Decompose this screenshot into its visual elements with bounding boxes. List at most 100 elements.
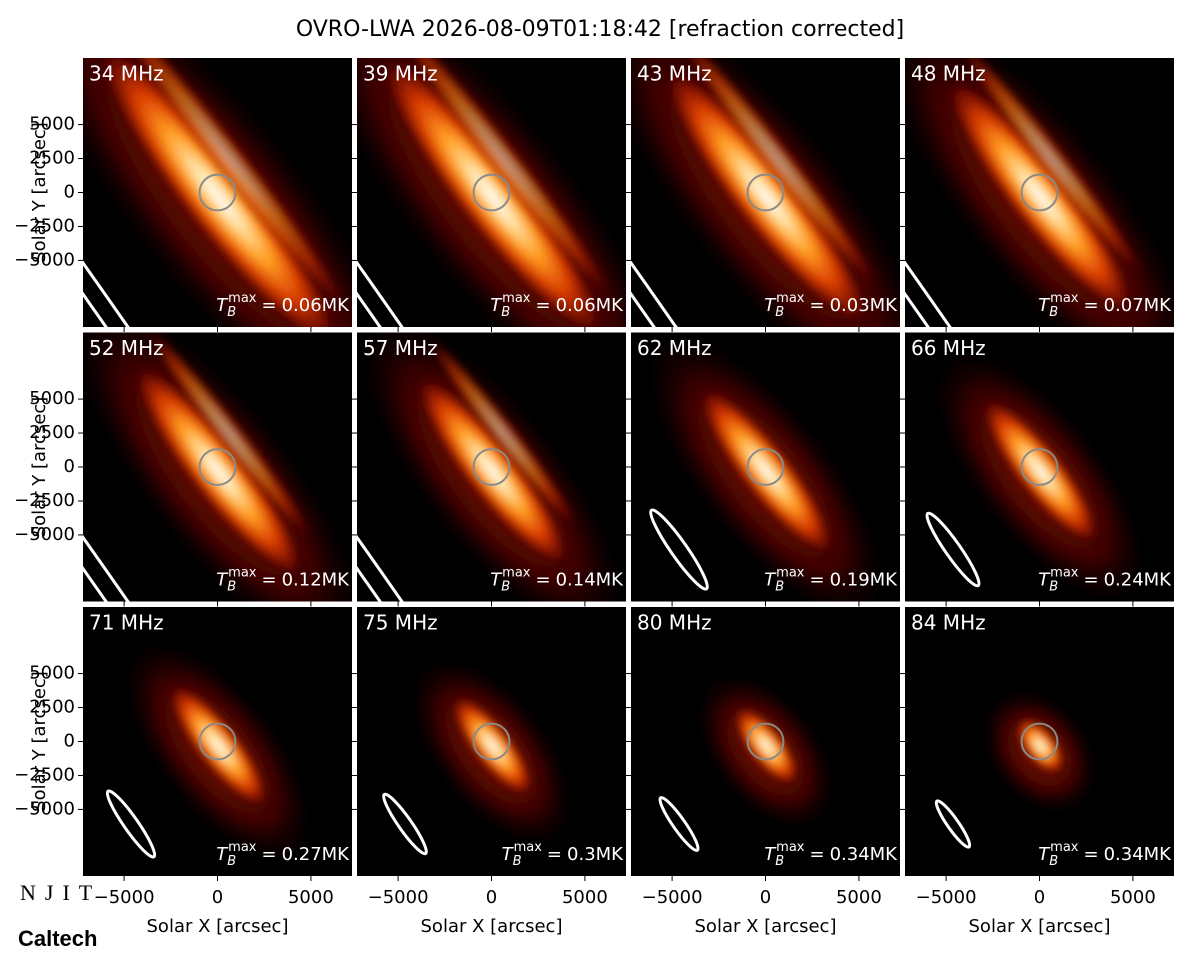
tb-unit: MK — [322, 570, 351, 591]
tb-equals: = — [1083, 844, 1098, 865]
y-tick-label: −2500 — [14, 215, 75, 236]
tb-symbol: T — [764, 295, 777, 316]
tb-max-label: TBmax = 0.19MK — [764, 565, 898, 594]
emission — [732, 704, 801, 787]
emission-streak — [671, 58, 883, 293]
y-tick-label: 5000 — [29, 663, 75, 684]
tb-subscript: B — [775, 305, 784, 320]
beam — [83, 92, 254, 327]
y-tick-label: 2500 — [29, 697, 75, 718]
frequency-label: 84 MHz — [911, 611, 986, 635]
panel — [105, 634, 318, 869]
solar-disk — [472, 722, 511, 761]
tb-max-label: TBmax = 0.06MK — [490, 291, 624, 320]
y-tick-label: 5000 — [29, 388, 75, 409]
tb-superscript: max — [502, 291, 531, 306]
logo-caltech: Caltech — [18, 926, 97, 951]
tb-symbol: T — [490, 295, 503, 316]
tb-max-label: TBmax = 0.12MK — [216, 565, 350, 594]
panel — [83, 332, 352, 602]
x-tick-label: 0 — [1034, 887, 1045, 908]
tb-equals: = — [1083, 295, 1098, 316]
solar-disk — [198, 722, 237, 761]
y-tick-label: 5000 — [29, 114, 75, 135]
tb-symbol: T — [1038, 570, 1051, 591]
y-tick-label: −5000 — [14, 798, 75, 819]
tb-max-label: TBmax = 0.03MK — [764, 291, 898, 320]
tb-symbol: T — [490, 570, 503, 591]
x-tick-label: −5000 — [916, 887, 977, 908]
tb-unit: MK — [1144, 844, 1173, 865]
y-tick-label: −2500 — [14, 490, 75, 511]
x-tick-label: 5000 — [288, 887, 334, 908]
y-tick-label: −5000 — [14, 524, 75, 545]
tb-symbol: T — [764, 844, 777, 865]
tb-max-label: TBmax = 0.27MK — [216, 840, 350, 869]
beam — [934, 799, 972, 849]
emission-streak — [142, 332, 316, 544]
panel — [357, 332, 626, 602]
tb-max-label: TBmax = 0.06MK — [216, 291, 350, 320]
tb-max-value: 0.12 — [282, 570, 322, 591]
x-tick-label: 5000 — [836, 887, 882, 908]
frequency-label: 62 MHz — [637, 336, 712, 360]
beam — [83, 366, 254, 602]
solar-disk — [746, 448, 785, 486]
solar-disk — [472, 448, 511, 486]
x-tick-label: 0 — [212, 887, 223, 908]
emission — [166, 681, 271, 811]
tb-max-label: TBmax = 0.24MK — [1038, 565, 1172, 594]
tb-max-value: 0.14 — [556, 570, 596, 591]
beam — [658, 796, 700, 852]
y-tick-label: 2500 — [29, 422, 75, 443]
tb-symbol: T — [502, 844, 515, 865]
y-axis-label: Solar Y [arcsec] — [29, 671, 50, 812]
tb-superscript: max — [1050, 565, 1079, 580]
tb-superscript: max — [502, 565, 531, 580]
tb-symbol: T — [216, 570, 229, 591]
solar-disk — [198, 448, 237, 486]
frequency-label: 71 MHz — [89, 611, 164, 635]
x-tick-label: 0 — [760, 887, 771, 908]
frequency-label: 48 MHz — [911, 62, 986, 86]
frequency-label: 57 MHz — [363, 336, 438, 360]
logo-njit: NJIT — [20, 880, 101, 905]
tb-subscript: B — [513, 854, 522, 869]
tb-unit: MK — [1144, 570, 1173, 591]
beam — [925, 511, 981, 588]
panel — [934, 686, 1101, 849]
tb-max-label: TBmax = 0.07MK — [1038, 291, 1172, 320]
beam — [105, 789, 157, 859]
tb-max-value: 0.06 — [282, 295, 322, 316]
tb-subscript: B — [1049, 305, 1058, 320]
tb-subscript: B — [775, 854, 784, 869]
frequency-label: 43 MHz — [637, 62, 712, 86]
tb-max-value: 0.24 — [1104, 570, 1144, 591]
frequency-label: 39 MHz — [363, 62, 438, 86]
tb-equals: = — [261, 295, 276, 316]
tb-max-value: 0.06 — [556, 295, 596, 316]
tb-max-value: 0.3 — [567, 844, 596, 865]
solar-disk — [746, 173, 785, 212]
emission-streak — [105, 58, 352, 317]
frequency-label: 80 MHz — [637, 611, 712, 635]
tb-symbol: T — [1038, 844, 1051, 865]
emission — [978, 395, 1102, 548]
tb-unit: MK — [596, 570, 625, 591]
solar-disk — [1020, 173, 1059, 212]
emission — [91, 58, 345, 327]
tb-max-value: 0.03 — [830, 295, 870, 316]
solar-disk — [1020, 448, 1059, 486]
emission-streak — [425, 334, 581, 532]
tb-unit: MK — [322, 295, 351, 316]
panel — [631, 58, 900, 327]
x-tick-label: 5000 — [562, 887, 608, 908]
tb-subscript: B — [775, 579, 784, 594]
y-axis-label: Solar Y [arcsec] — [29, 122, 50, 263]
emission — [129, 359, 308, 584]
y-tick-label: −2500 — [14, 764, 75, 785]
tb-unit: MK — [870, 295, 899, 316]
x-tick-label: 0 — [486, 887, 497, 908]
emission — [375, 58, 610, 327]
